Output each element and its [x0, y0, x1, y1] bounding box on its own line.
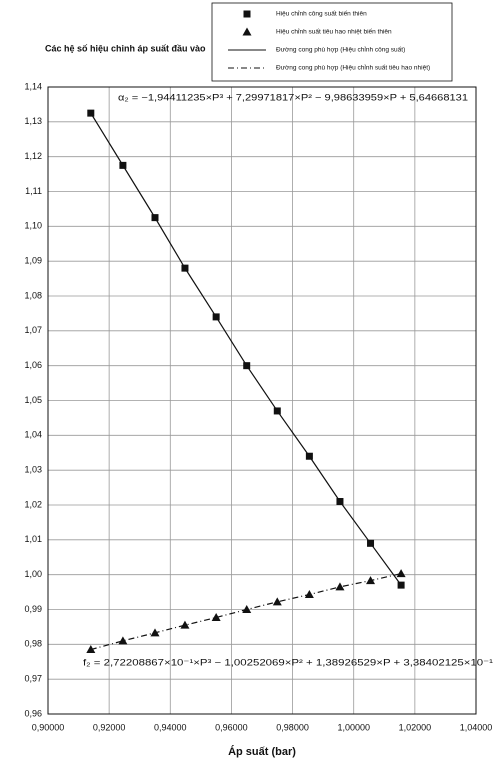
data-point	[396, 569, 406, 578]
y-tick-label: 1,14	[24, 81, 42, 91]
data-point	[151, 214, 159, 222]
y-tick-label: 1,04	[24, 430, 42, 440]
data-point	[336, 498, 344, 506]
y-tick-label: 1,10	[24, 221, 42, 231]
x-tick-label: 0,96000	[215, 722, 248, 732]
y-tick-label: 1,08	[24, 290, 42, 300]
data-point	[181, 264, 189, 272]
data-point	[87, 109, 95, 117]
legend-label: Hiệu chỉnh suất tiêu hao nhiệt biến thiê…	[276, 27, 392, 36]
x-tick-label: 0,98000	[276, 722, 309, 732]
x-tick-label: 0,90000	[32, 722, 65, 732]
y-tick-label: 0,96	[24, 708, 42, 718]
data-point	[118, 636, 128, 645]
data-point	[335, 582, 345, 591]
y-tick-label: 1,06	[24, 360, 42, 370]
data-point	[367, 539, 375, 547]
x-tick-label: 1,02000	[399, 722, 432, 732]
data-point	[397, 581, 405, 589]
y-tick-label: 1,11	[25, 186, 42, 196]
data-point	[305, 452, 313, 460]
legend-box	[211, 2, 453, 82]
legend-label: Hiệu chỉnh công suất biến thiên	[276, 9, 367, 18]
y-tick-label: 1,00	[24, 569, 42, 579]
data-point	[211, 613, 221, 622]
x-tick-label: 0,94000	[154, 722, 187, 732]
legend-label: Đường cong phù hợp (Hiệu chỉnh suất tiêu…	[276, 63, 430, 72]
x-tick-label: 1,04000	[460, 722, 493, 732]
y-tick-label: 1,07	[24, 325, 42, 335]
equation: α₂ = −1,94411235×P³ + 7,29971817×P² − 9,…	[118, 92, 468, 102]
plot-frame	[47, 86, 477, 715]
y-tick-label: 0,98	[24, 639, 42, 649]
x-tick-label: 0,92000	[93, 722, 126, 732]
data-point	[366, 576, 376, 585]
data-point	[272, 597, 282, 606]
data-point	[180, 620, 190, 629]
data-point	[304, 590, 314, 599]
x-axis-label: Áp suất (bar)	[228, 745, 296, 758]
data-point	[242, 605, 252, 613]
data-point	[243, 362, 251, 370]
y-tick-label: 1,12	[24, 151, 42, 161]
x-tick-label: 1,00000	[337, 722, 370, 732]
y-tick-label: 1,02	[24, 499, 42, 509]
y-tick-label: 1,03	[24, 465, 42, 475]
equation: f₂ = 2,72208867×10⁻¹×P³ − 1,00252069×P² …	[83, 657, 493, 667]
legend-label: Đường cong phù hợp (Hiệu chỉnh công suất…	[276, 45, 405, 54]
data-point	[86, 645, 96, 654]
legend-marker	[242, 27, 252, 36]
y-tick-label: 0,99	[24, 604, 42, 614]
data-point	[150, 628, 160, 637]
y-tick-label: 1,13	[24, 116, 42, 126]
fit-line	[90, 112, 402, 586]
data-point	[273, 407, 281, 415]
data-point	[119, 161, 127, 169]
legend-marker	[243, 10, 251, 18]
y-tick-label: 1,01	[24, 534, 42, 544]
y-tick-label: 0,97	[24, 674, 42, 684]
y-tick-label: 1,05	[24, 395, 42, 405]
data-point	[212, 313, 220, 321]
chart-title: Các hệ số hiệu chỉnh áp suất đầu vào	[45, 43, 206, 53]
y-tick-label: 1,09	[24, 256, 42, 266]
